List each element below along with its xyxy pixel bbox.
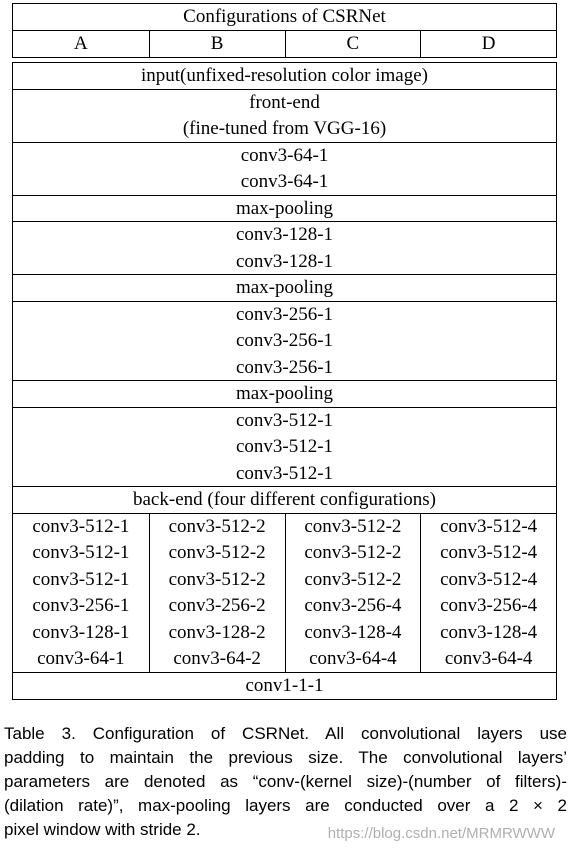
row-text: conv3-256-1: [235, 303, 334, 325]
column-header: C: [284, 31, 421, 57]
row-text: conv3-128-1: [235, 250, 334, 272]
row-text: conv3-64-1: [240, 171, 329, 192]
table-row: conv3-256-1 conv3-256-1 conv3-256-1: [13, 302, 556, 381]
layer-text: conv3-512-1: [32, 542, 130, 563]
row-text: conv3-256-1: [235, 330, 334, 351]
layer-text: conv3-512-1: [32, 515, 130, 537]
row-text: conv3-128-1: [235, 224, 334, 245]
layer-text: conv3-512-4: [440, 568, 538, 590]
layer-text: conv3-64-2: [173, 648, 261, 669]
layer-text: conv3-512-4: [440, 515, 538, 537]
table-row: input(unfixed-resolution color image): [13, 63, 556, 90]
table-row: max-pooling: [13, 275, 556, 302]
watermark: https://blog.csdn.net/MRMRWWW: [327, 825, 555, 842]
row-text: max-pooling: [235, 383, 334, 404]
column-header: B: [148, 31, 285, 57]
layer-text: conv3-512-2: [304, 568, 402, 590]
row-text: max-pooling: [235, 277, 334, 298]
layer-text: conv3-64-4: [309, 648, 397, 669]
layer-text: conv3-64-1: [37, 648, 125, 669]
row-text: conv3-512-1: [235, 436, 334, 457]
row-text: conv3-512-1: [235, 462, 334, 484]
column-header: A: [74, 33, 88, 54]
layer-text: conv3-256-1: [32, 595, 130, 616]
caption-line: padding to maintain the previous size. T…: [4, 748, 567, 767]
back-end-title: back-end (four different configurations): [13, 487, 556, 514]
layer-text: conv3-512-2: [304, 542, 402, 563]
config-column: conv3-512-1 conv3-512-1 conv3-512-1 conv3-2…: [13, 514, 149, 673]
layer-text: conv3-256-4: [440, 595, 538, 616]
table-row: conv3-512-1 conv3-512-1 conv3-512-1: [13, 408, 556, 487]
column-header: D: [420, 31, 556, 57]
layer-text: conv3-128-2: [168, 621, 266, 643]
layer-text: conv3-256-4: [304, 595, 402, 616]
row-text: conv3-512-1: [235, 409, 334, 431]
layer-text: conv3-64-4: [444, 648, 533, 669]
layer-text: conv3-128-1: [32, 621, 130, 643]
config-column: conv3-512-4 conv3-512-4 conv3-512-4 conv3-2…: [420, 513, 556, 673]
layer-text: conv3-128-4: [304, 621, 402, 643]
row-text: input(unfixed-resolution color image): [140, 65, 429, 86]
row-text: conv3-256-1: [235, 356, 334, 378]
layer-text: conv3-512-2: [168, 515, 266, 537]
table-row: front-end (fine-tuned from VGG-16): [13, 90, 556, 143]
layer-text: conv3-512-4: [440, 542, 538, 563]
caption-line: parameters are denoted as “conv-(kernel …: [4, 772, 567, 791]
main-table: input(unfixed-resolution color image) fro…: [12, 62, 557, 700]
header-title: Configurations of CSRNet: [13, 4, 556, 31]
layer-text: conv3-256-2: [168, 595, 266, 616]
config-column: conv3-512-2 conv3-512-2 conv3-512-2 conv3-2…: [284, 513, 421, 673]
caption-line: pixel window with stride 2.: [4, 820, 201, 839]
output-row: conv1-1-1: [13, 673, 556, 700]
layer-text: conv3-128-4: [440, 621, 538, 643]
table-row: max-pooling: [13, 381, 556, 408]
back-end-columns: conv3-512-1 conv3-512-1 conv3-512-1 conv3-2…: [13, 513, 556, 673]
layer-text: conv3-512-1: [32, 568, 130, 590]
row-text: back-end (four different configurations): [133, 489, 436, 510]
config-column: conv3-512-2 conv3-512-2 conv3-512-2 conv3-2…: [148, 513, 285, 673]
row-text: conv3-64-1: [240, 144, 329, 166]
row-text: max-pooling: [235, 197, 334, 219]
row-text: conv1-1-1: [245, 674, 324, 696]
layer-text: conv3-512-2: [168, 542, 266, 563]
table-row: conv3-128-1 conv3-128-1: [13, 222, 556, 275]
row-text: (fine-tuned from VGG-16): [182, 118, 387, 139]
layer-text: conv3-512-2: [168, 568, 266, 590]
row-text: front-end: [249, 91, 320, 113]
table-row: conv3-64-1 conv3-64-1: [13, 143, 556, 196]
layer-text: conv3-512-2: [304, 515, 402, 537]
caption-line: Table 3. Configuration of CSRNet. All co…: [4, 724, 567, 743]
caption-line: (dilation rate)”, max-pooling layers are…: [4, 796, 567, 815]
table-row: max-pooling: [13, 196, 556, 222]
